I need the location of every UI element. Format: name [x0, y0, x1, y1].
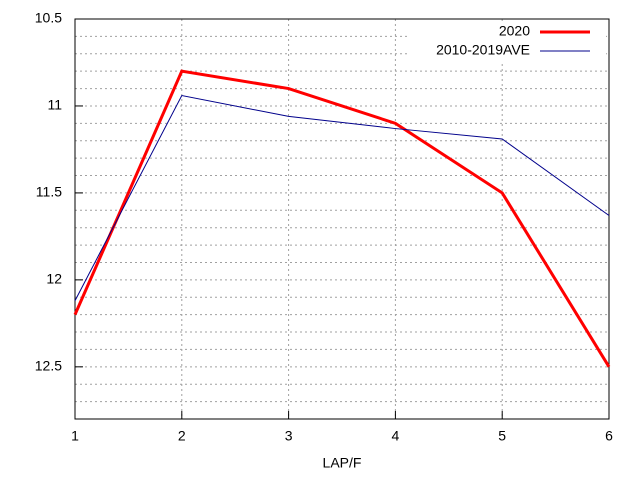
y-tick-label: 12 — [46, 271, 62, 287]
x-tick-label: 2 — [178, 428, 186, 444]
plot-frame — [74, 18, 610, 420]
x-axis-label: LAP/F — [323, 455, 362, 471]
x-tick-label: 1 — [71, 428, 79, 444]
x-tick-label: 5 — [498, 428, 506, 444]
y-tick-label: 11 — [47, 97, 62, 113]
series-line — [73, 69, 611, 368]
legend-label: 2020 — [499, 23, 530, 39]
x-tick-label: 6 — [605, 428, 613, 444]
y-tick-label: 12.5 — [35, 358, 62, 374]
legend-label: 2010-2019AVE — [436, 42, 530, 58]
series-line — [74, 94, 610, 301]
legend-box — [410, 22, 606, 62]
y-tick-label: 11.5 — [36, 184, 62, 200]
x-tick-label: 3 — [285, 428, 293, 444]
x-tick-label: 4 — [392, 428, 400, 444]
y-tick-label: 10.5 — [35, 10, 62, 26]
